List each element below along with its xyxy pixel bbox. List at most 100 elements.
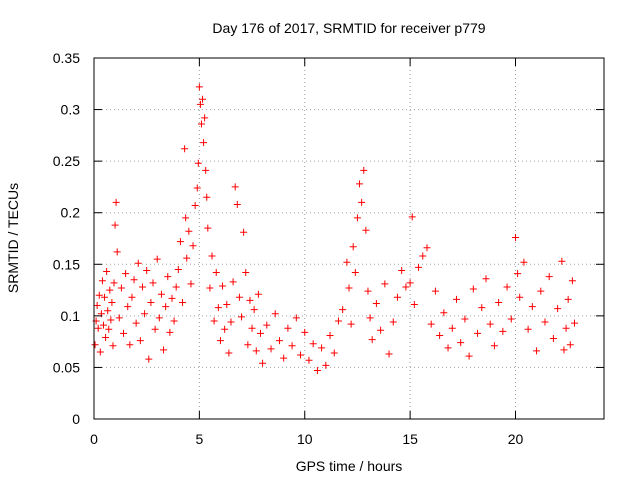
- y-tick-label: 0: [72, 411, 80, 427]
- data-point: [339, 306, 347, 314]
- data-point: [482, 275, 490, 283]
- chart-title: Day 176 of 2017, SRMTID for receiver p77…: [212, 20, 485, 36]
- data-point: [168, 294, 176, 302]
- data-point: [330, 349, 338, 357]
- data-point: [250, 306, 258, 314]
- data-point: [164, 273, 172, 281]
- data-point: [98, 277, 106, 285]
- data-point: [244, 341, 252, 349]
- data-point: [297, 351, 305, 359]
- data-point: [110, 279, 118, 287]
- y-tick-label: 0.15: [53, 256, 80, 272]
- data-point: [362, 226, 370, 234]
- data-point: [187, 280, 195, 288]
- data-point: [99, 321, 107, 329]
- data-point: [111, 221, 119, 229]
- y-tick-labels: 0 0.05 0.1 0.15 0.2 0.25 0.3 0.35: [53, 50, 80, 427]
- data-point: [246, 296, 254, 304]
- data-point: [122, 270, 130, 278]
- data-point: [528, 303, 536, 311]
- data-point: [145, 355, 153, 363]
- data-point: [469, 285, 477, 293]
- data-point: [233, 200, 241, 208]
- data-point: [238, 313, 246, 321]
- data-point: [155, 314, 163, 322]
- data-point: [358, 198, 366, 206]
- data-point: [181, 145, 189, 153]
- data-point: [499, 327, 507, 335]
- data-point: [141, 310, 149, 318]
- data-point: [197, 120, 205, 128]
- data-point: [263, 321, 271, 329]
- data-point: [558, 257, 566, 265]
- data-point: [301, 328, 309, 336]
- data-point: [219, 282, 227, 290]
- data-point: [511, 233, 519, 241]
- data-point: [381, 280, 389, 288]
- data-point: [201, 114, 209, 122]
- data-point: [147, 298, 155, 306]
- data-point: [343, 258, 351, 266]
- data-point: [104, 307, 112, 315]
- data-point: [533, 347, 541, 355]
- data-point: [235, 293, 243, 301]
- data-point: [415, 263, 423, 271]
- data-point: [514, 270, 522, 278]
- data-point: [490, 342, 498, 350]
- data-point: [448, 324, 456, 332]
- data-point: [157, 290, 165, 298]
- data-point: [151, 325, 159, 333]
- data-point: [166, 328, 174, 336]
- data-point: [457, 339, 465, 347]
- data-point: [564, 295, 572, 303]
- data-point: [309, 340, 317, 348]
- data-point: [356, 180, 364, 188]
- data-point: [377, 326, 385, 334]
- data-point: [95, 291, 103, 299]
- data-point: [349, 243, 357, 251]
- data-point: [225, 349, 233, 357]
- data-point: [136, 337, 144, 345]
- data-point: [524, 325, 532, 333]
- plot-frame: [93, 57, 605, 420]
- data-point: [478, 304, 486, 312]
- data-point: [176, 238, 184, 246]
- data-point: [474, 329, 482, 337]
- data-point: [138, 283, 146, 291]
- data-point: [96, 348, 104, 356]
- data-point: [160, 346, 168, 354]
- data-point: [134, 259, 142, 267]
- data-point: [393, 293, 401, 301]
- data-point: [229, 278, 237, 286]
- data-point: [124, 303, 132, 311]
- data-point: [318, 344, 326, 352]
- data-point: [109, 342, 117, 350]
- data-point: [242, 269, 250, 277]
- data-point: [206, 284, 214, 292]
- data-point: [199, 95, 207, 103]
- data-point: [179, 298, 187, 306]
- y-tick-label: 0.1: [61, 308, 81, 324]
- data-point: [313, 367, 321, 375]
- axis-ticks: [93, 57, 604, 420]
- y-tick-label: 0.2: [61, 205, 81, 221]
- data-point: [183, 254, 191, 262]
- data-point: [214, 304, 222, 312]
- data-point: [132, 319, 140, 327]
- data-point: [128, 293, 136, 301]
- data-point: [195, 83, 203, 91]
- data-point: [191, 201, 199, 209]
- data-point: [408, 213, 416, 221]
- data-point: [353, 214, 361, 222]
- data-point: [280, 354, 288, 362]
- data-point: [271, 310, 279, 318]
- data-point: [130, 276, 138, 284]
- data-point: [248, 324, 256, 332]
- data-point: [549, 335, 557, 343]
- data-point: [541, 318, 549, 326]
- data-point: [231, 183, 239, 191]
- data-point: [252, 347, 260, 355]
- data-point: [93, 302, 101, 310]
- data-point: [200, 139, 208, 147]
